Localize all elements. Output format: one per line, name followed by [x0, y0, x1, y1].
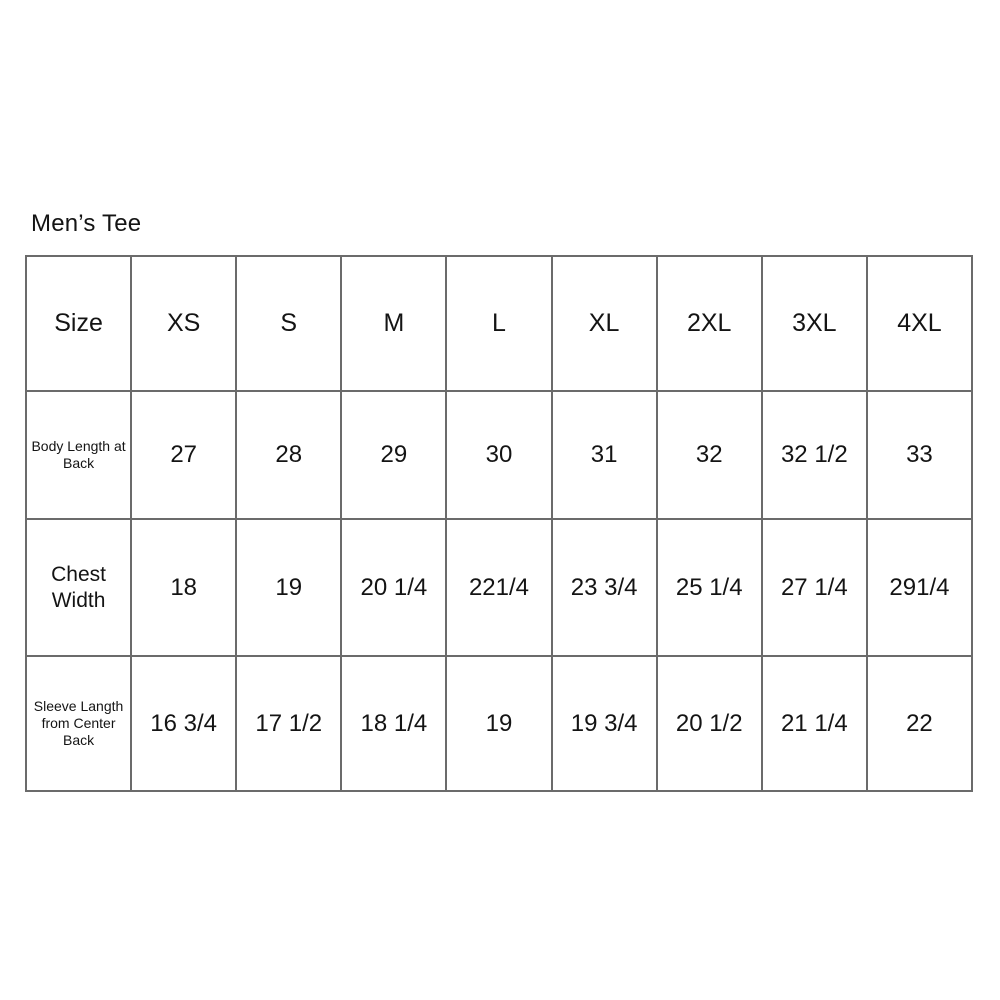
size-value-cell: 31	[550, 390, 658, 520]
size-value-cell: 32 1/2	[760, 390, 868, 520]
size-value-cell: 221/4	[445, 518, 553, 657]
size-value-cell: 19 3/4	[550, 655, 658, 792]
header-row: Size XS S M L XL 2XL 3XL 4XL	[24, 255, 974, 392]
size-value-cell: 19	[235, 518, 343, 657]
size-value-cell: 17 1/2	[235, 655, 343, 792]
size-value-cell: 20 1/4	[340, 518, 448, 657]
size-value-cell: 16 3/4	[130, 655, 238, 792]
size-value-cell: 19	[445, 655, 553, 792]
size-value-cell: 29	[340, 390, 448, 520]
size-value-cell: 30	[445, 390, 553, 520]
size-value-cell: 23 3/4	[550, 518, 658, 657]
size-value-cell: 28	[235, 390, 343, 520]
size-value-cell: 32	[655, 390, 763, 520]
column-header-xl: XL	[550, 255, 658, 392]
row-label-chest-width: Chest Width	[24, 518, 133, 657]
column-header-xs: XS	[130, 255, 238, 392]
column-header-m: M	[340, 255, 448, 392]
column-header-s: S	[235, 255, 343, 392]
size-value-cell: 27	[130, 390, 238, 520]
size-value-cell: 20 1/2	[655, 655, 763, 792]
size-value-cell: 33	[865, 390, 974, 520]
column-header-4xl: 4XL	[865, 255, 974, 392]
table-row-sleeve-length: Sleeve Langth from Center Back 16 3/4 17…	[24, 655, 974, 792]
size-value-cell: 27 1/4	[760, 518, 868, 657]
size-value-cell: 22	[865, 655, 974, 792]
size-chart-table: Size XS S M L XL 2XL 3XL 4XL Body Length…	[24, 255, 974, 792]
table-row-chest-width: Chest Width 18 19 20 1/4 221/4 23 3/4 25…	[24, 518, 974, 657]
size-value-cell: 18 1/4	[340, 655, 448, 792]
row-label-sleeve-length: Sleeve Langth from Center Back	[24, 655, 133, 792]
table-row-body-length: Body Length at Back 27 28 29 30 31 32 32…	[24, 390, 974, 520]
column-header-2xl: 2XL	[655, 255, 763, 392]
size-value-cell: 291/4	[865, 518, 974, 657]
column-header-l: L	[445, 255, 553, 392]
column-header-size: Size	[24, 255, 133, 392]
row-label-body-length: Body Length at Back	[24, 390, 133, 520]
page-title: Men’s Tee	[31, 210, 142, 237]
column-header-3xl: 3XL	[760, 255, 868, 392]
size-value-cell: 25 1/4	[655, 518, 763, 657]
size-value-cell: 21 1/4	[760, 655, 868, 792]
size-value-cell: 18	[130, 518, 238, 657]
